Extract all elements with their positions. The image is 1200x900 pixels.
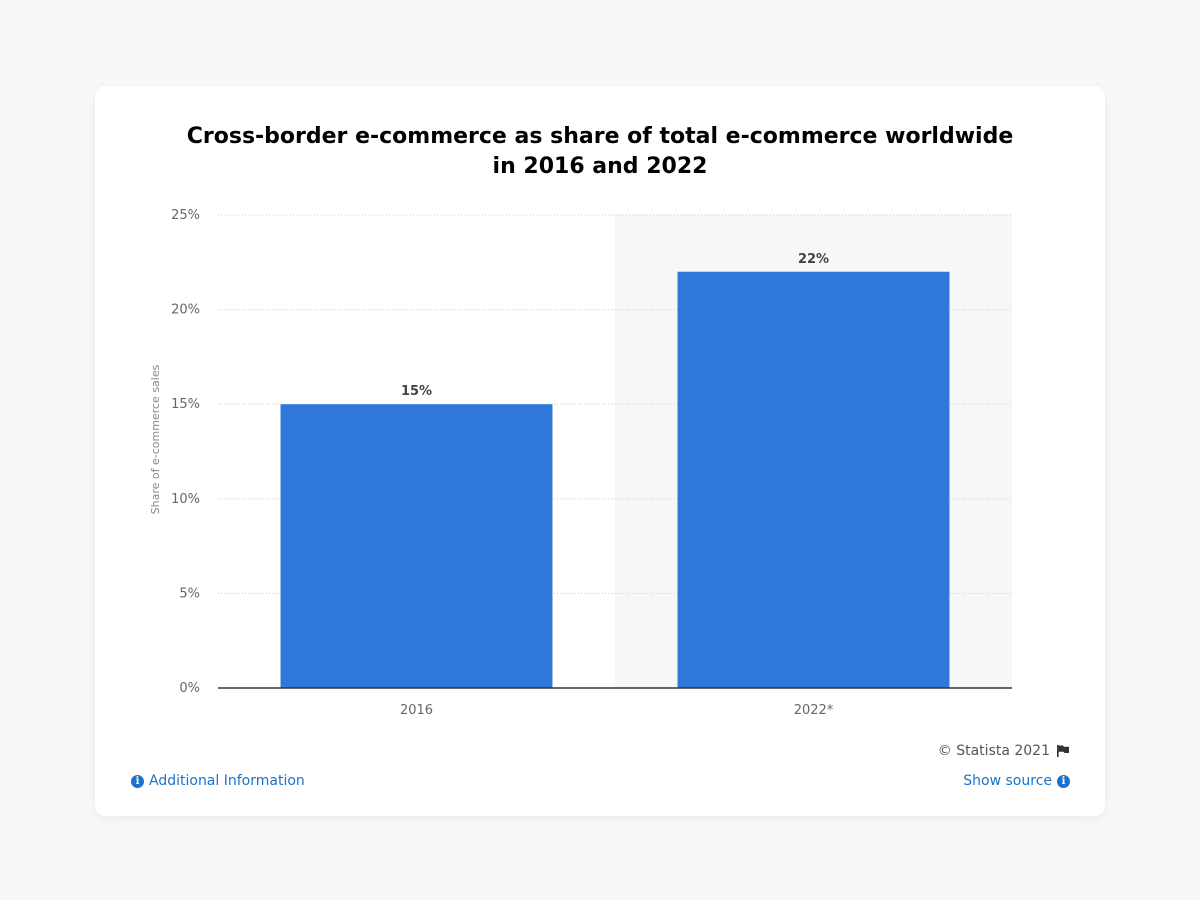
y-tick-label: 0%: [179, 681, 200, 696]
chart-card: Cross-border e-commerce as share of tota…: [95, 86, 1105, 816]
additional-information-link[interactable]: i Additional Information: [131, 773, 305, 789]
chart-title-line-2: in 2016 and 2022: [492, 154, 708, 179]
show-source-link[interactable]: Show source i: [963, 773, 1070, 789]
show-source-label: Show source: [963, 773, 1052, 789]
chart-title: Cross-border e-commerce as share of tota…: [95, 122, 1105, 182]
y-tick-label: 5%: [179, 586, 200, 601]
bar: [677, 271, 950, 688]
y-tick-label: 20%: [171, 303, 200, 318]
x-tick-label: 2016: [400, 703, 433, 718]
y-axis-title: Share of e-commerce sales: [149, 364, 162, 514]
y-tick-label: 25%: [171, 208, 200, 223]
y-tick-label: 10%: [171, 492, 200, 507]
x-tick-label: 2022*: [794, 703, 834, 718]
y-tick-label: 15%: [171, 397, 200, 412]
data-label: 22%: [798, 252, 829, 267]
additional-information-label: Additional Information: [149, 773, 305, 789]
data-label: 15%: [401, 384, 432, 399]
chart-title-line-1: Cross-border e-commerce as share of tota…: [186, 124, 1014, 149]
copyright-notice: © Statista 2021: [938, 743, 1070, 759]
copyright-text: © Statista 2021: [937, 743, 1050, 759]
flag-icon[interactable]: [1056, 744, 1070, 758]
info-icon: i: [1057, 774, 1070, 788]
bar: [280, 404, 553, 688]
info-icon: i: [131, 774, 144, 788]
bar-chart: 0% 5% 10% 15% 20% 25% 15% 2016 22% 2022* Share of …: [149, 208, 1012, 718]
